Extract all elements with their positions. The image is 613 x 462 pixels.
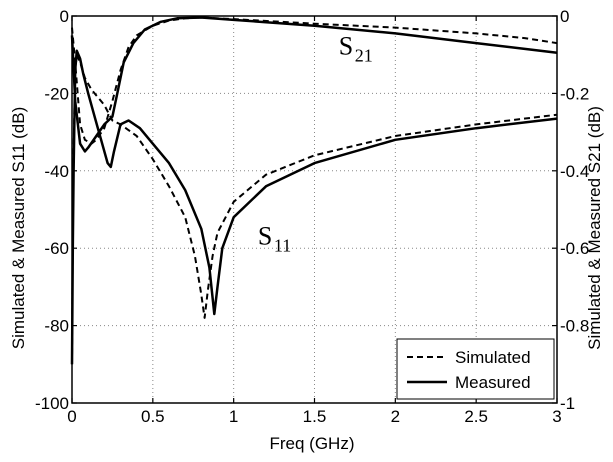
y-left-tick-label: 0 (60, 7, 69, 26)
s11-annotation: S 11 (258, 221, 291, 255)
series-line-s21-simulated (71, 16, 558, 145)
series-layer (70, 16, 558, 365)
legend-label-simulated: Simulated (455, 348, 531, 367)
y-right-tick-label: -0.6 (560, 239, 589, 258)
y-left-tick-label: -100 (35, 394, 69, 413)
y-right-tick-label: -0.8 (560, 317, 589, 336)
s21-annotation-sub: 21 (355, 46, 373, 66)
x-tick-label: 1.5 (303, 407, 327, 426)
y-axis-right-title: Simulated & Measured S21 (dB) (585, 106, 604, 350)
y-right-tick-label: -0.2 (560, 84, 589, 103)
y-left-tick-label: -60 (44, 239, 69, 258)
x-tick-label: 1 (229, 407, 238, 426)
s11-annotation-main: S (258, 221, 272, 250)
s21-annotation-main: S (339, 32, 353, 61)
y-right-tick-label: -1 (560, 394, 575, 413)
y-right-tick-label: 0 (560, 7, 569, 26)
series-line-s11-measured (70, 49, 558, 365)
x-tick-label: 3 (552, 407, 561, 426)
grid (72, 16, 557, 403)
tick-labels: 0 0.5 1 1.5 2 2.5 30-20-40-60-80-1000-0.2-0.4-… (35, 7, 589, 426)
legend-label-measured: Measured (455, 373, 531, 392)
s11-annotation-sub: 11 (274, 235, 291, 255)
x-tick-label: 2 (391, 407, 400, 426)
x-tick-label: 2.5 (464, 407, 488, 426)
series-line-s11-simulated (71, 53, 558, 365)
y-left-tick-label: -80 (44, 317, 69, 336)
s21-annotation: S 21 (339, 32, 373, 66)
y-right-tick-label: -0.4 (560, 162, 589, 181)
legend: Simulated Measured (396, 338, 555, 400)
y-axis-left-title: Simulated & Measured S11 (dB) (9, 107, 28, 350)
x-tick-label: 0 (67, 407, 76, 426)
y-left-tick-label: -40 (44, 162, 69, 181)
series-line-s21-measured (70, 16, 558, 153)
y-left-tick-label: -20 (44, 84, 69, 103)
legend-box (396, 338, 555, 400)
x-axis-title: Freq (GHz) (270, 434, 355, 453)
x-tick-label: 0.5 (141, 407, 165, 426)
